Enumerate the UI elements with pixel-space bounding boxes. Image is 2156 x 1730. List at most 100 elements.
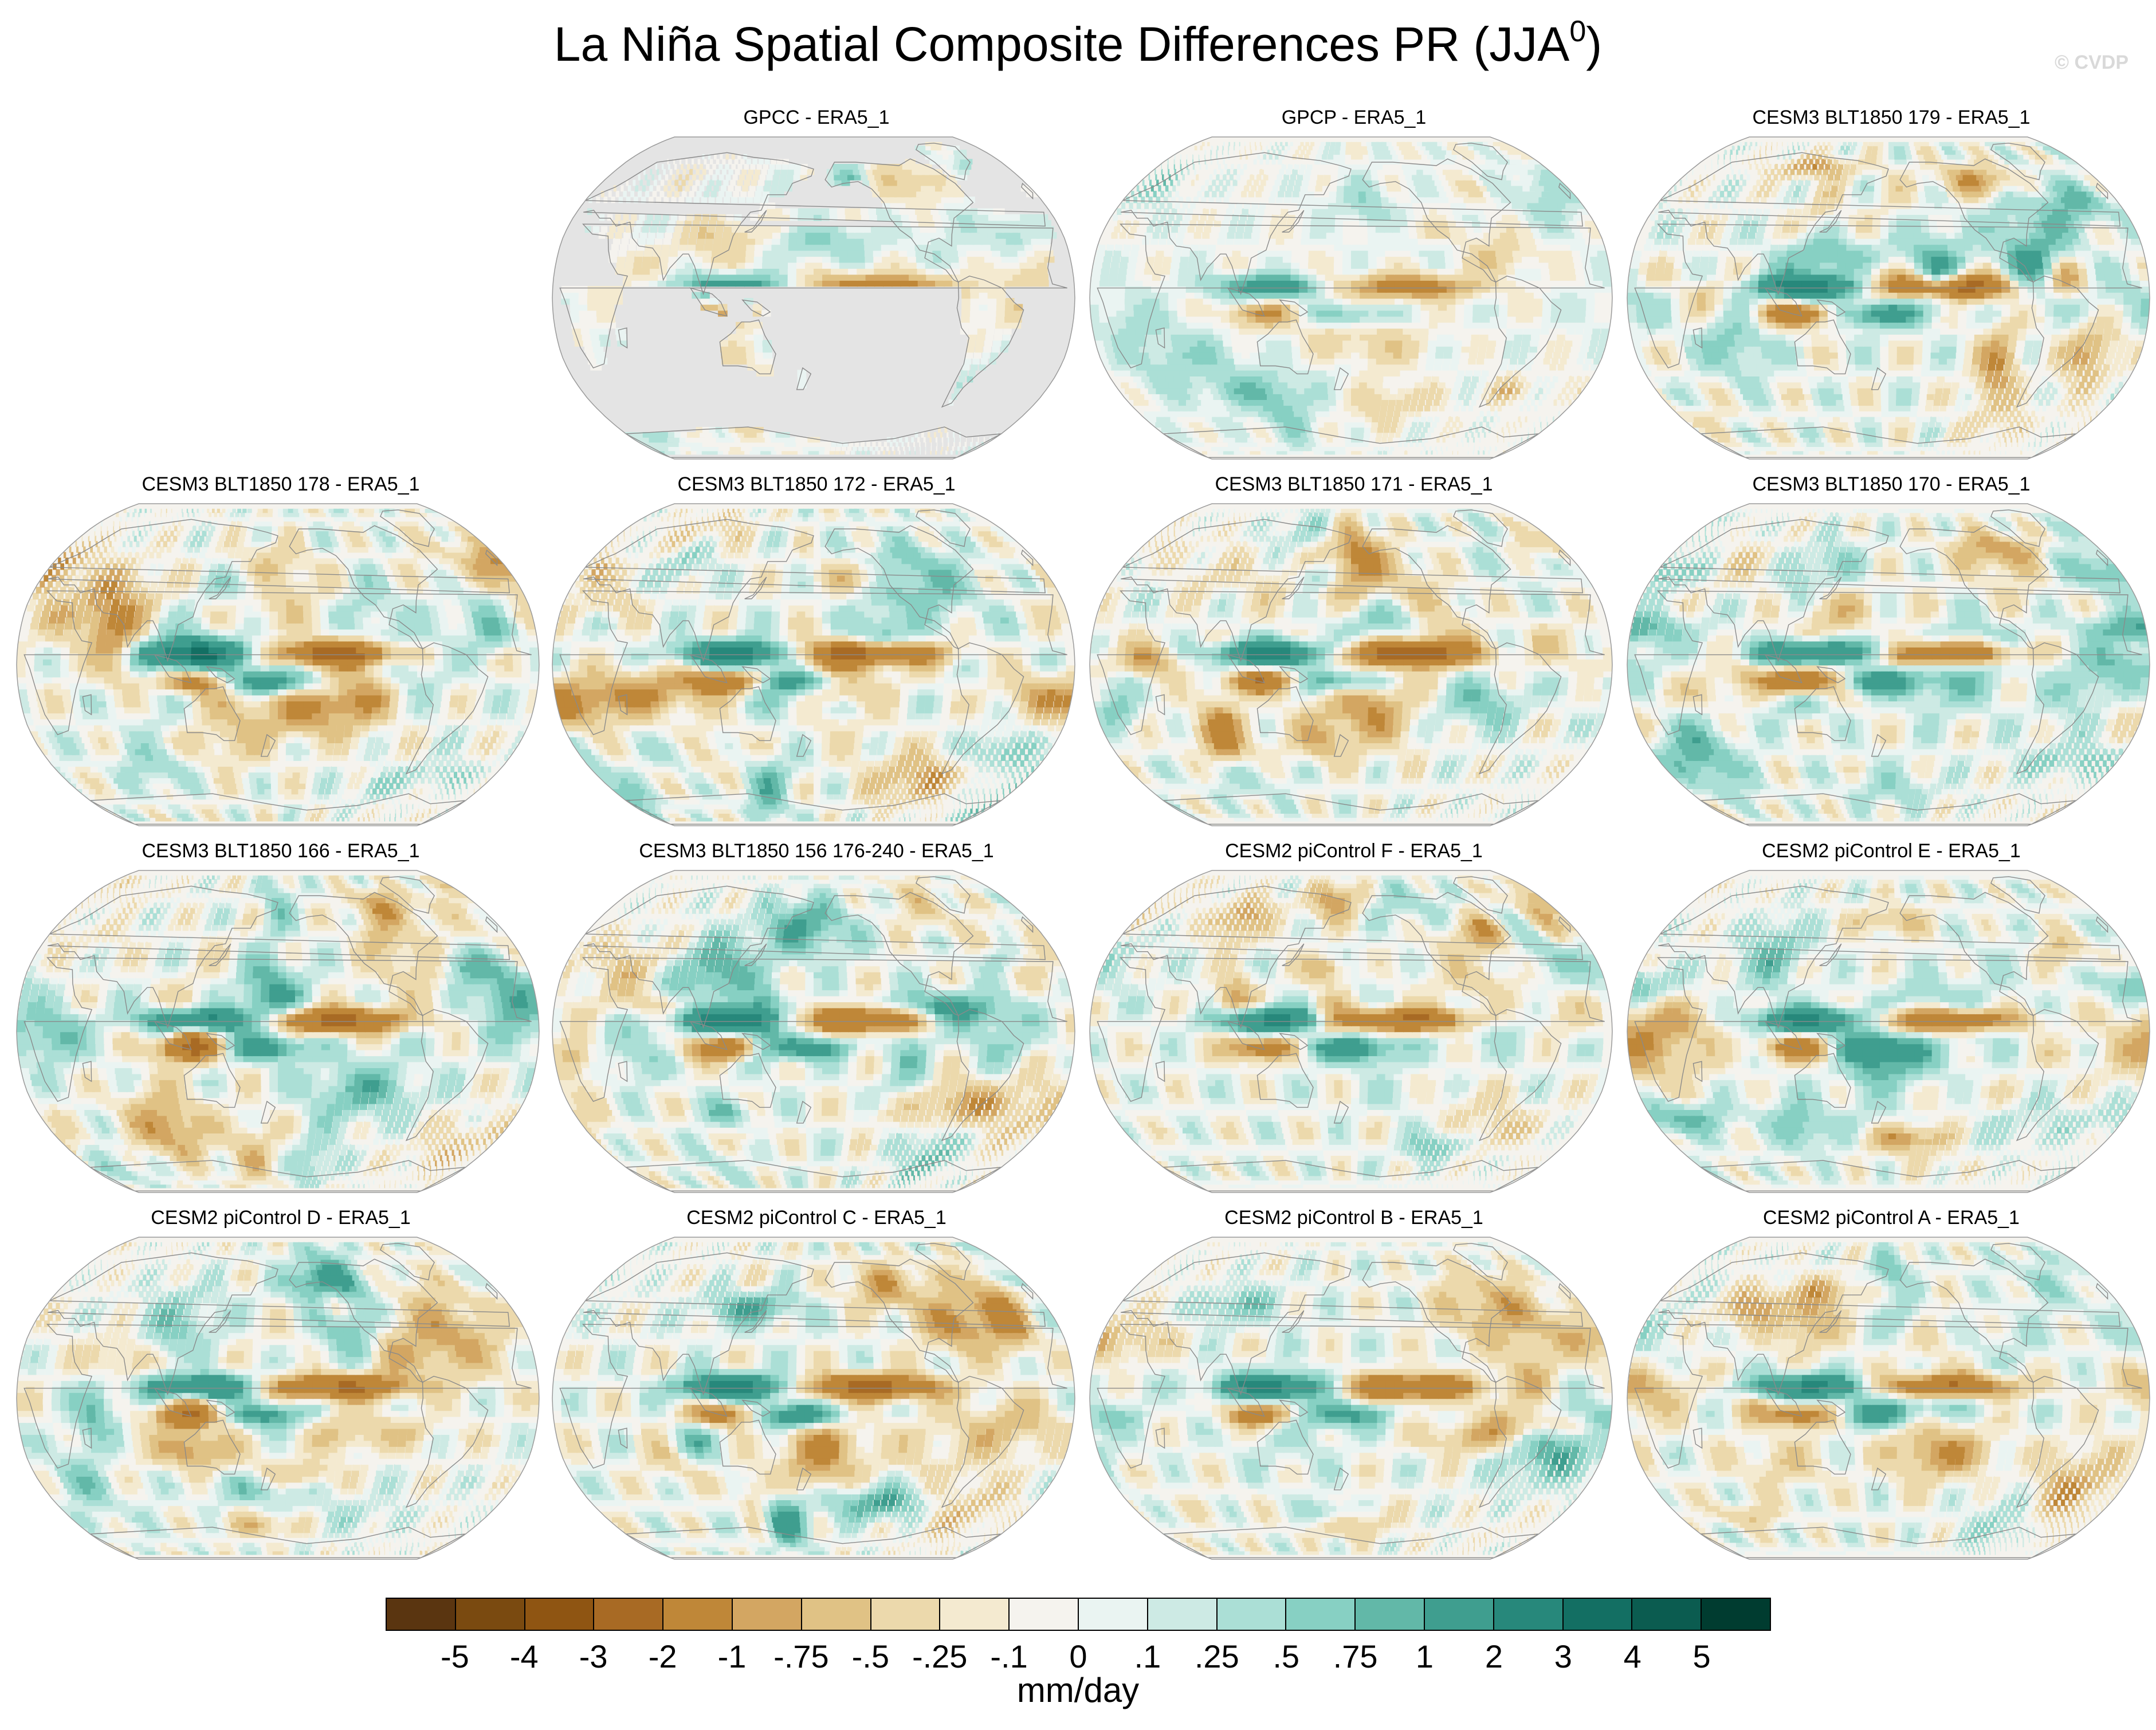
- coastline: [88, 1160, 466, 1191]
- coastline: [1097, 1324, 1605, 1469]
- coastline: [82, 694, 92, 716]
- coastline: [1819, 210, 1842, 233]
- map-plot: [1627, 136, 2150, 460]
- map-border: [1627, 503, 2150, 826]
- coastline: [23, 1324, 532, 1469]
- coastline: [1333, 367, 1349, 390]
- coastline: [82, 1061, 92, 1082]
- colorbar-tick: -5: [415, 1638, 495, 1675]
- coastline: [1764, 287, 1802, 317]
- colorbar-tick: 2: [1454, 1638, 1534, 1675]
- coastline: [1819, 576, 1842, 599]
- panel-title: CESM2 piControl E - ERA5_1: [1625, 839, 2156, 862]
- colorbar-tick: .1: [1108, 1638, 1188, 1675]
- colorbar-swatch: [1356, 1599, 1425, 1630]
- coastline: [1227, 1021, 1265, 1050]
- coastline: [1362, 1258, 1511, 1383]
- precip-field: [1090, 870, 1612, 1192]
- coastline: [1161, 426, 1539, 458]
- coastline: [206, 666, 235, 684]
- coastline: [1794, 1053, 1851, 1108]
- coastline: [689, 654, 728, 684]
- coastline: [1279, 1399, 1309, 1417]
- colorbar-swatch: [1078, 1599, 1148, 1630]
- map-plot: [552, 136, 1075, 460]
- coastline: [744, 576, 767, 599]
- coastline: [1558, 916, 1571, 933]
- coastline: [1899, 892, 2049, 1017]
- cvdp-watermark: © CVDP: [2055, 52, 2128, 74]
- coastline: [1333, 733, 1349, 757]
- colorbar-tick: -.1: [969, 1638, 1049, 1675]
- precip-field: [17, 504, 539, 826]
- coastline: [1558, 1282, 1571, 1300]
- coastline: [206, 1399, 235, 1417]
- map-plot: [552, 1237, 1075, 1560]
- colorbar-swatch: [455, 1599, 525, 1630]
- coastline: [2016, 1009, 2099, 1141]
- colorbar-tick: -1: [692, 1638, 772, 1675]
- coastline: [1764, 1387, 1802, 1417]
- coastline: [941, 275, 1024, 408]
- map-border: [1627, 870, 2150, 1193]
- map-plot: [1089, 503, 1613, 826]
- colorbar-tick: -4: [484, 1638, 564, 1675]
- map-plot: [16, 503, 540, 826]
- coastline: [744, 210, 767, 233]
- coastline: [154, 1387, 192, 1417]
- coastline: [1699, 793, 2076, 825]
- map-border: [1627, 1237, 2150, 1560]
- coastline: [2016, 275, 2099, 408]
- colorbar-swatch: [1217, 1599, 1287, 1630]
- map-plot: [1627, 870, 2150, 1193]
- colorbar-swatch: [1494, 1599, 1564, 1630]
- coastline: [559, 223, 1067, 368]
- coastline: [1699, 1160, 2076, 1191]
- coastline: [260, 1467, 276, 1490]
- coastline: [618, 1061, 628, 1082]
- coastline: [1819, 1310, 1842, 1333]
- coastline: [824, 892, 974, 1017]
- panel-title: CESM2 piControl C - ERA5_1: [550, 1206, 1083, 1229]
- coastline: [1097, 223, 1605, 368]
- colorbar-tick: .25: [1177, 1638, 1257, 1675]
- coastline: [48, 1252, 510, 1396]
- colorbar-tick: 4: [1592, 1638, 1672, 1675]
- map-plot: [552, 870, 1075, 1193]
- precip-field: [17, 1237, 539, 1559]
- coastline: [1282, 1310, 1305, 1333]
- coastline: [209, 943, 231, 966]
- coastline: [1764, 1021, 1802, 1050]
- coastline: [1794, 319, 1851, 375]
- coastline: [583, 152, 1046, 296]
- map-plot: [1627, 1237, 2150, 1560]
- precip-field: [1090, 1237, 1612, 1559]
- coastline: [618, 327, 628, 349]
- coastline: [824, 525, 974, 650]
- coastline: [1819, 943, 1842, 966]
- coastline: [559, 957, 1067, 1102]
- coastline: [1021, 916, 1034, 933]
- coastline: [48, 519, 510, 662]
- coastline: [1692, 1427, 1703, 1449]
- colorbar-swatch: [871, 1599, 941, 1630]
- map-panel: CESM3 BLT1850 179 - ERA5_1: [1625, 106, 2156, 473]
- coastline: [1816, 1033, 1846, 1050]
- coastline: [1121, 152, 1583, 296]
- precip-field: [1627, 870, 2150, 1192]
- title-close-paren: ): [1586, 17, 1602, 71]
- map-panel: CESM3 BLT1850 178 - ERA5_1: [14, 473, 547, 839]
- coastline: [1558, 182, 1571, 200]
- coastline: [689, 1387, 728, 1417]
- coastline: [624, 1160, 1002, 1191]
- map-border: [552, 1237, 1075, 1560]
- coastline: [154, 654, 192, 684]
- coastline: [380, 876, 435, 914]
- coastline: [23, 957, 532, 1102]
- colorbar-swatch: [1424, 1599, 1494, 1630]
- map-border: [1627, 136, 2150, 460]
- map-border: [1089, 870, 1613, 1193]
- coastline: [1256, 686, 1314, 742]
- coastline: [23, 590, 532, 735]
- map-plot: [1089, 1237, 1613, 1560]
